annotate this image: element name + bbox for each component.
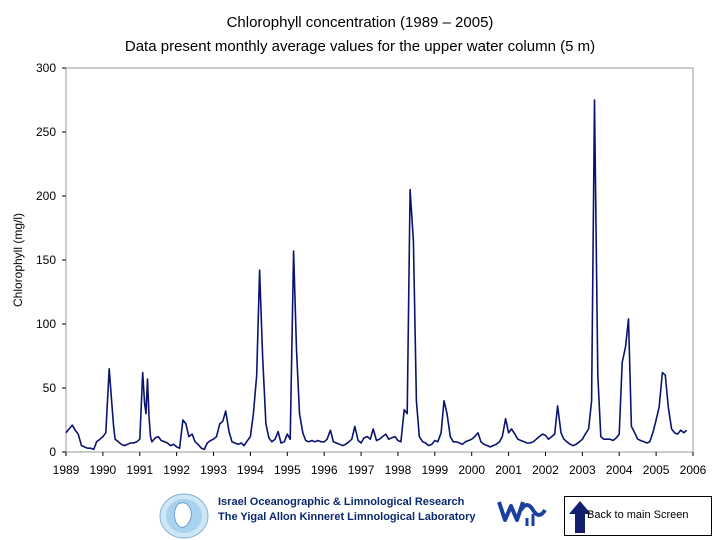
chlorophyll-chart: 0 50 100 150 200 250 300 1989 1990 1991 1992 1993 19… xyxy=(11,61,707,477)
chart-title: Chlorophyll concentration (1989 – 2005) xyxy=(226,14,494,31)
x-tick-label: 1996 xyxy=(311,463,338,477)
plot-area xyxy=(65,67,694,453)
y-tick-label: 200 xyxy=(36,189,56,203)
y-tick-label: 50 xyxy=(43,381,57,395)
x-tick-label: 1990 xyxy=(90,463,117,477)
kinneret-lab-logo-icon xyxy=(497,501,547,526)
x-tick-label: 1995 xyxy=(274,463,301,477)
x-tick-label: 1998 xyxy=(385,463,412,477)
x-tick-label: 2002 xyxy=(532,463,559,477)
y-tick-label: 250 xyxy=(36,125,56,139)
x-tick-label: 2003 xyxy=(569,463,596,477)
x-tick-label: 1993 xyxy=(200,463,227,477)
y-tick-label: 0 xyxy=(49,445,56,459)
y-tick-label: 100 xyxy=(36,317,56,331)
x-tick-label: 2004 xyxy=(606,463,633,477)
x-tick-label: 1989 xyxy=(53,463,80,477)
iolr-logo-icon xyxy=(159,493,209,539)
y-tick-label: 150 xyxy=(36,253,56,267)
x-tick-label: 2006 xyxy=(680,463,707,477)
arrow-up-icon xyxy=(569,501,591,533)
x-tick-label: 1994 xyxy=(237,463,264,477)
y-tick-label: 300 xyxy=(36,61,56,75)
x-tick-label: 2005 xyxy=(643,463,670,477)
x-tick-label: 1997 xyxy=(348,463,375,477)
back-button-label: Back to main Screen xyxy=(587,509,689,521)
x-tick-label: 2000 xyxy=(458,463,485,477)
institute-line-2: The Yigal Allon Kinneret Limnological La… xyxy=(218,511,476,523)
x-tick-label: 1991 xyxy=(126,463,153,477)
institute-line-1: Israel Oceanographic & Limnological Rese… xyxy=(218,496,465,508)
x-tick-label: 1999 xyxy=(421,463,448,477)
institute-credits: Israel Oceanographic & Limnological Rese… xyxy=(218,495,476,525)
x-tick-label: 1992 xyxy=(163,463,190,477)
y-axis-label: Chlorophyll (mg/l) xyxy=(11,213,25,307)
chart-subtitle: Data present monthly average values for … xyxy=(124,38,596,55)
back-to-main-button[interactable]: Back to main Screen xyxy=(564,496,712,536)
series-line-0 xyxy=(65,99,688,451)
x-tick-label: 2001 xyxy=(495,463,522,477)
